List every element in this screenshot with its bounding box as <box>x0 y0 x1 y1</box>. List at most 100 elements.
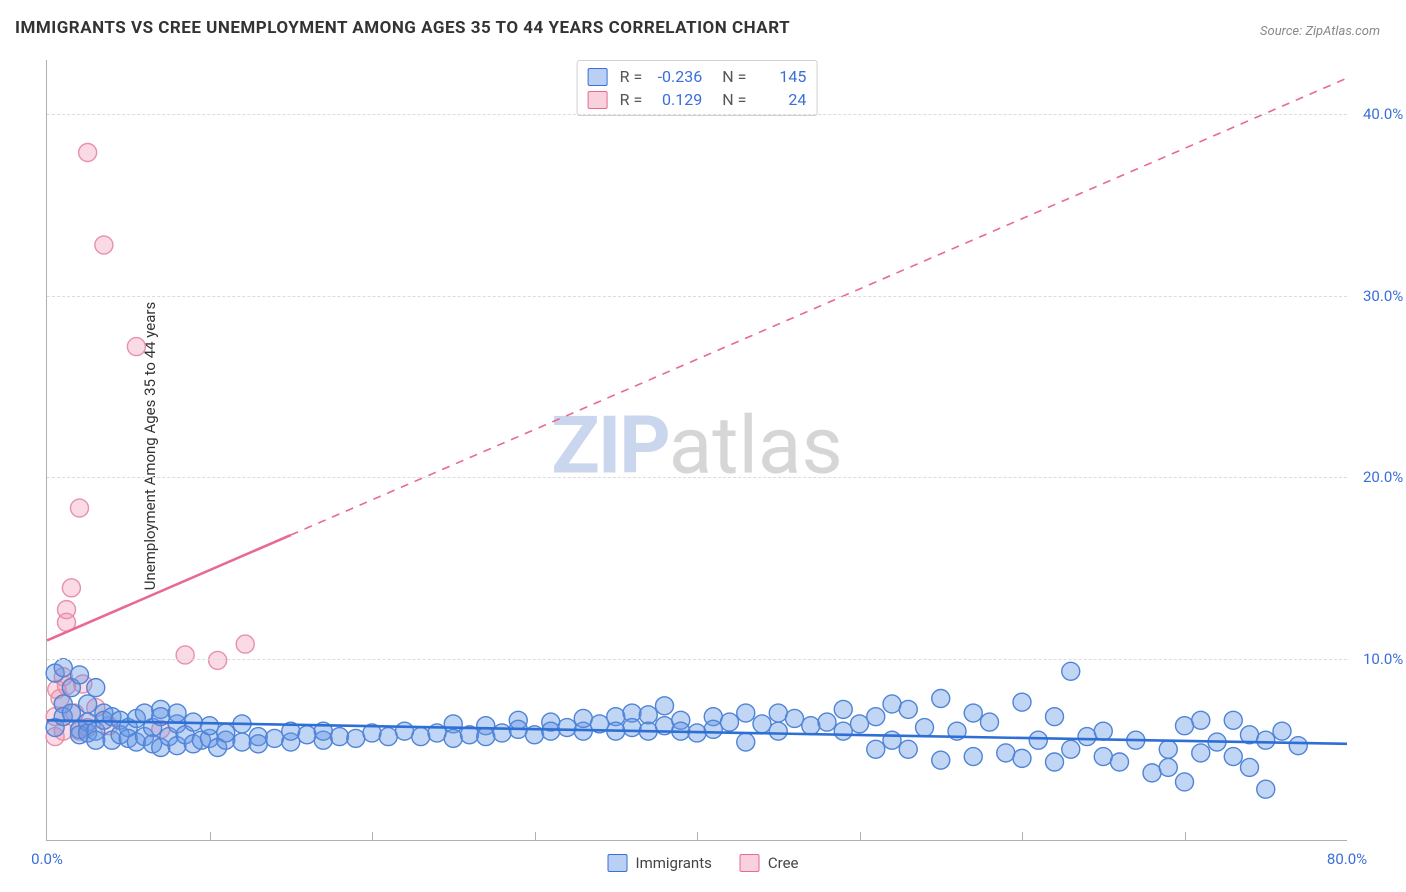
point-immigrants <box>1078 728 1096 746</box>
point-immigrants <box>964 704 982 722</box>
point-immigrants <box>493 724 511 742</box>
y-tick-label: 10.0% <box>1363 650 1403 668</box>
point-immigrants <box>266 729 284 747</box>
point-immigrants <box>1111 753 1129 771</box>
n-label: N = <box>722 67 746 86</box>
point-immigrants <box>851 715 869 733</box>
point-immigrants <box>769 704 787 722</box>
y-tick-label: 40.0% <box>1363 105 1403 123</box>
point-immigrants <box>1192 711 1210 729</box>
source-value: ZipAtlas.com <box>1305 24 1380 39</box>
point-immigrants <box>87 679 105 697</box>
point-immigrants <box>834 722 852 740</box>
y-tick-label: 30.0% <box>1363 287 1403 305</box>
y-tick-label: 20.0% <box>1363 468 1403 486</box>
point-immigrants <box>1289 737 1307 755</box>
swatch-immigrants <box>608 854 628 872</box>
point-cree <box>176 646 194 664</box>
point-immigrants <box>802 717 820 735</box>
point-immigrants <box>932 690 950 708</box>
point-immigrants <box>737 704 755 722</box>
point-immigrants <box>542 722 560 740</box>
n-value-cree: 24 <box>754 90 806 109</box>
point-immigrants <box>1159 740 1177 758</box>
legend-item-cree: Cree <box>740 854 799 872</box>
r-value-immigrants: -0.236 <box>650 67 702 86</box>
point-immigrants <box>1224 711 1242 729</box>
x-tick-mark <box>1022 832 1023 840</box>
point-immigrants <box>883 695 901 713</box>
point-immigrants <box>71 666 89 684</box>
n-value-immigrants: 145 <box>754 67 806 86</box>
point-immigrants <box>379 728 397 746</box>
point-immigrants <box>1176 717 1194 735</box>
x-tick-mark <box>860 832 861 840</box>
chart-title: IMMIGRANTS VS CREE UNEMPLOYMENT AMONG AG… <box>15 18 790 38</box>
point-immigrants <box>1224 748 1242 766</box>
point-immigrants <box>721 713 739 731</box>
point-immigrants <box>1029 731 1047 749</box>
point-immigrants <box>217 724 235 742</box>
source-attribution: Source: ZipAtlas.com <box>1260 24 1380 39</box>
point-immigrants <box>1013 749 1031 767</box>
gridline-h <box>47 477 1347 478</box>
point-immigrants <box>818 713 836 731</box>
r-value-cree: 0.129 <box>650 90 702 109</box>
point-immigrants <box>1094 722 1112 740</box>
point-immigrants <box>298 726 316 744</box>
point-immigrants <box>867 708 885 726</box>
point-immigrants <box>997 744 1015 762</box>
legend-label-immigrants: Immigrants <box>636 854 712 872</box>
bottom-legend: Immigrants Cree <box>600 852 807 874</box>
point-immigrants <box>574 709 592 727</box>
swatch-cree <box>740 854 760 872</box>
point-immigrants <box>737 733 755 751</box>
point-immigrants <box>558 719 576 737</box>
point-cree <box>95 236 113 254</box>
point-immigrants <box>769 722 787 740</box>
x-tick-mark <box>210 832 211 840</box>
regression-line-cree-dashed <box>291 78 1347 535</box>
point-immigrants <box>477 728 495 746</box>
x-tick-label: 80.0% <box>1327 850 1367 868</box>
legend-label-cree: Cree <box>768 854 799 872</box>
swatch-immigrants <box>588 68 608 86</box>
x-tick-mark <box>535 832 536 840</box>
point-immigrants <box>1062 740 1080 758</box>
point-immigrants <box>1143 764 1161 782</box>
x-tick-mark <box>697 832 698 840</box>
point-immigrants <box>753 715 771 733</box>
point-immigrants <box>899 740 917 758</box>
plot-area: ZIPatlas R = -0.236 N = 145 R = 0.129 N … <box>46 60 1347 841</box>
point-immigrants <box>1159 758 1177 776</box>
point-immigrants <box>964 748 982 766</box>
point-immigrants <box>79 695 97 713</box>
point-immigrants <box>201 717 219 735</box>
point-immigrants <box>1273 722 1291 740</box>
point-immigrants <box>1241 758 1259 776</box>
point-immigrants <box>639 706 657 724</box>
point-immigrants <box>981 713 999 731</box>
point-immigrants <box>249 735 267 753</box>
point-immigrants <box>1046 753 1064 771</box>
point-immigrants <box>656 697 674 715</box>
gridline-h <box>47 296 1347 297</box>
point-cree <box>79 144 97 162</box>
x-tick-mark <box>1185 832 1186 840</box>
point-immigrants <box>347 729 365 747</box>
source-label: Source: <box>1260 24 1302 39</box>
point-immigrants <box>899 700 917 718</box>
point-cree <box>236 635 254 653</box>
point-immigrants <box>168 704 186 722</box>
legend-item-immigrants: Immigrants <box>608 854 712 872</box>
point-immigrants <box>1257 780 1275 798</box>
point-immigrants <box>412 728 430 746</box>
point-immigrants <box>623 719 641 737</box>
point-cree <box>127 338 145 356</box>
r-label: R = <box>620 67 643 86</box>
regression-line-cree-solid <box>47 535 291 640</box>
point-cree <box>209 651 227 669</box>
point-immigrants <box>396 722 414 740</box>
point-immigrants <box>704 720 722 738</box>
point-cree <box>62 579 80 597</box>
